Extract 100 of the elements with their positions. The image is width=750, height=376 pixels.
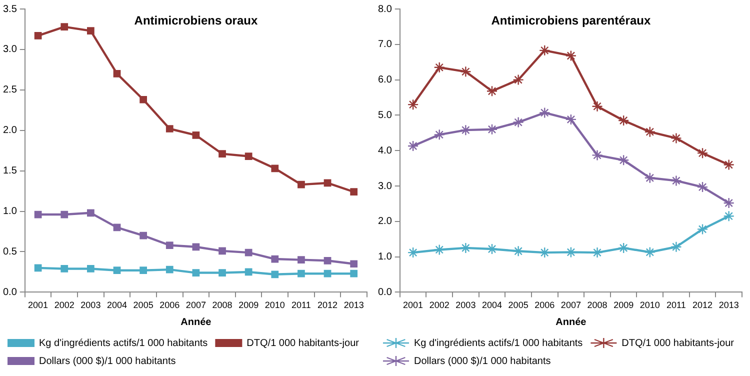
point (696, 224, 708, 235)
point (218, 269, 226, 276)
point (244, 152, 252, 160)
point (350, 270, 358, 278)
x-tick-label: 2006 (534, 300, 555, 310)
point (512, 74, 524, 86)
point (618, 242, 630, 254)
point (618, 114, 630, 126)
y-tick-label: 4.0 (378, 145, 392, 156)
x-tick-label: 2005 (133, 300, 154, 310)
point (460, 124, 472, 136)
point (696, 181, 708, 193)
point (670, 241, 682, 252)
point (192, 243, 200, 251)
point (512, 246, 524, 257)
legend-label: Kg d'ingrédients actifs/1 000 habitants (39, 338, 208, 349)
x-tick-label: 2003 (456, 300, 476, 310)
x-tick-label: 2008 (212, 300, 232, 310)
point (113, 224, 121, 232)
point (539, 44, 550, 56)
y-tick-label: 0.0 (2, 286, 18, 298)
point (486, 86, 498, 97)
point (34, 32, 42, 40)
legend-label: DTQ/1 000 habitants-jour (622, 338, 735, 349)
point (87, 265, 94, 272)
point (166, 125, 174, 132)
y-tick-label: 3.0 (2, 44, 18, 56)
x-tick-label: 2001 (403, 300, 424, 310)
point (407, 246, 419, 258)
point (60, 210, 68, 218)
point (696, 147, 708, 159)
legend-label: Kg d'ingrédients actifs/1 000 habitants (414, 338, 583, 349)
point (87, 209, 94, 217)
x-tick-label: 2002 (54, 300, 74, 310)
point (298, 256, 305, 264)
point (60, 265, 68, 272)
x-tick-label: 2013 (344, 300, 364, 310)
x-tick-label: 2008 (587, 300, 608, 310)
point (34, 210, 42, 218)
y-tick-label: 3.0 (378, 180, 392, 192)
x-tick-label: 2012 (318, 300, 338, 310)
point (140, 232, 147, 240)
x-tick-label: 2007 (186, 300, 206, 310)
y-tick-label: 8.0 (378, 4, 392, 15)
point (218, 150, 226, 158)
point (644, 172, 656, 184)
point (350, 188, 358, 196)
point (192, 132, 200, 139)
point (166, 242, 174, 249)
point (140, 266, 147, 274)
point (192, 269, 200, 276)
point (512, 116, 524, 128)
x-tick-label: 2013 (718, 300, 739, 310)
x-tick-label: 2009 (614, 300, 634, 310)
y-tick-label: 6.0 (378, 74, 392, 86)
y-tick-label: 2.5 (2, 84, 18, 96)
y-tick-label: 7.0 (378, 39, 392, 50)
legend-label: DTQ/1 000 habitants-jour (246, 338, 360, 349)
chart-title: Antimicrobiens oraux (134, 13, 258, 28)
point (723, 159, 734, 170)
point (539, 107, 550, 118)
x-tick-label: 2005 (508, 300, 528, 310)
x-axis-title: Année (556, 316, 587, 328)
point (407, 140, 419, 152)
legend-label: Dollars (000 $)/1 000 habitants (414, 356, 551, 367)
point (350, 260, 358, 268)
point (723, 197, 734, 209)
point (407, 98, 419, 110)
point (113, 70, 121, 78)
point (113, 266, 121, 274)
point (460, 66, 472, 78)
x-tick-label: 2004 (482, 300, 502, 310)
x-tick-label: 2011 (292, 300, 311, 310)
legend-label: Dollars (000 $)/1 000 habitants (39, 356, 176, 367)
y-tick-label: 1.5 (2, 166, 18, 177)
point (218, 247, 226, 255)
point (324, 256, 332, 264)
x-tick-label: 2010 (264, 300, 285, 310)
point (324, 270, 332, 278)
point (723, 210, 734, 222)
y-tick-label: 1.0 (2, 206, 18, 218)
point (592, 100, 603, 112)
x-tick-label: 2012 (692, 300, 713, 310)
point (434, 244, 445, 256)
point (486, 243, 498, 255)
y-tick-label: 2.0 (378, 216, 392, 228)
x-tick-label: 2004 (106, 300, 128, 310)
point (298, 180, 305, 188)
y-tick-label: 3.5 (2, 4, 18, 15)
point (644, 126, 656, 138)
y-tick-label: 0.0 (378, 286, 392, 298)
point (565, 114, 577, 126)
x-tick-label: 2011 (666, 300, 686, 310)
point (140, 96, 147, 104)
point (644, 246, 656, 258)
point (434, 62, 445, 74)
point (271, 270, 279, 278)
x-tick-label: 2006 (160, 300, 180, 310)
y-tick-label: 2.0 (2, 125, 18, 136)
point (434, 129, 445, 140)
